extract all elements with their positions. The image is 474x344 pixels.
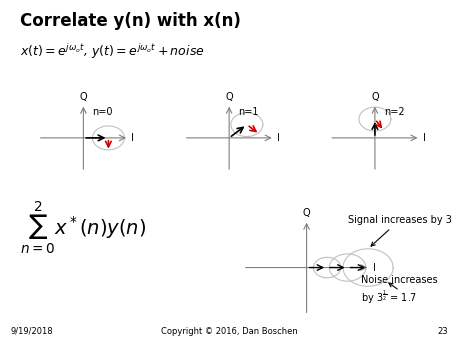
Text: n=0: n=0: [92, 107, 113, 117]
Text: 9/19/2018: 9/19/2018: [10, 327, 53, 336]
Text: I: I: [131, 133, 134, 143]
Text: I: I: [373, 262, 375, 272]
Text: Copyright © 2016, Dan Boschen: Copyright © 2016, Dan Boschen: [161, 327, 298, 336]
Text: $\sum_{n=0}^{2} x^*(n)y(n)$: $\sum_{n=0}^{2} x^*(n)y(n)$: [19, 199, 146, 256]
Text: n=1: n=1: [238, 107, 259, 117]
Text: Signal increases by 3: Signal increases by 3: [347, 215, 451, 246]
Text: Q: Q: [225, 92, 233, 102]
Text: I: I: [423, 133, 426, 143]
Text: $x(t) = e^{j\omega_o t}$, $y(t) = e^{j\omega_o t} + noise$: $x(t) = e^{j\omega_o t}$, $y(t) = e^{j\o…: [19, 42, 204, 61]
Text: Q: Q: [80, 92, 87, 102]
Text: Q: Q: [371, 92, 379, 102]
Text: 23: 23: [437, 327, 448, 336]
Text: I: I: [277, 133, 280, 143]
Text: n=2: n=2: [384, 107, 405, 117]
Text: Correlate y(n) with x(n): Correlate y(n) with x(n): [19, 12, 240, 30]
Text: Noise increases
by $3^{\frac{1}{2}}$ = 1.7: Noise increases by $3^{\frac{1}{2}}$ = 1…: [361, 276, 438, 306]
Text: Q: Q: [303, 208, 310, 218]
